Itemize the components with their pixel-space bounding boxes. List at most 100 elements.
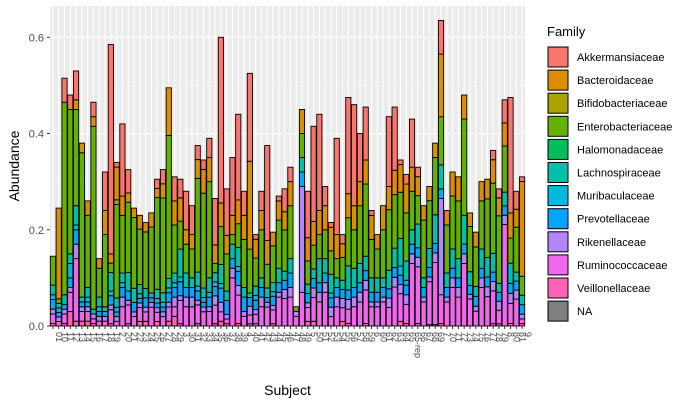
- bar-segment: [90, 308, 97, 315]
- bar-segment: [327, 292, 335, 299]
- bar-segment: [73, 205, 80, 226]
- bar-segment: [246, 314, 253, 325]
- bar-segment: [426, 200, 433, 249]
- bar-segment: [223, 290, 230, 301]
- bar-segment: [484, 198, 491, 258]
- bar-segment: [206, 306, 213, 313]
- bar-segment: [212, 244, 219, 264]
- bar-segment: [229, 258, 236, 269]
- bar-segment: [252, 257, 259, 287]
- y-tick-label: 0.6: [29, 32, 44, 44]
- bar-segment: [78, 142, 85, 154]
- bar-segment: [171, 287, 178, 298]
- bar-segment: [78, 301, 85, 308]
- bar-segment: [345, 217, 352, 267]
- bar-segment: [281, 279, 288, 290]
- bar-segment: [403, 260, 410, 281]
- bar-segment: [246, 160, 253, 250]
- bar-segment: [513, 208, 520, 228]
- bar-segment: [136, 284, 143, 295]
- legend-title: Family: [547, 24, 586, 39]
- bar-segment: [252, 299, 259, 311]
- x-tick-label: 73: [465, 332, 475, 342]
- bar-segment: [327, 306, 335, 318]
- bar-segment: [356, 291, 363, 303]
- bar-segment: [67, 109, 74, 255]
- bar-segment: [362, 279, 369, 291]
- bar-segment: [287, 166, 294, 183]
- bar-segment: [188, 287, 195, 298]
- bar-segment: [426, 247, 433, 268]
- bar-segment: [501, 224, 508, 327]
- bar-segment: [287, 287, 294, 298]
- bar-segment: [107, 272, 114, 292]
- bar-segment: [519, 304, 526, 315]
- bar-segment: [426, 276, 433, 283]
- x-tick-label: 71: [454, 332, 464, 342]
- bar-segment: [223, 188, 230, 236]
- bar-segment: [304, 302, 311, 308]
- legend-swatch: [547, 138, 569, 160]
- x-tick-label: 31: [193, 332, 203, 342]
- bar-segment: [183, 306, 190, 327]
- x-tick-label: 39: [239, 332, 249, 342]
- bar-segment: [206, 296, 213, 308]
- x-tick-label: 54: [338, 332, 348, 342]
- bar-segment: [113, 199, 120, 205]
- x-tick-label: 80: [512, 332, 522, 342]
- bar-segment: [258, 287, 265, 298]
- bar-segment: [408, 229, 416, 245]
- bar-segment: [304, 320, 311, 327]
- y-tick-label: 0.2: [29, 225, 44, 237]
- bar-segment: [420, 205, 427, 221]
- bar-segment: [380, 205, 387, 231]
- bar-segment: [322, 229, 329, 260]
- bar-segment: [443, 287, 450, 298]
- bar-segment: [403, 183, 410, 214]
- bar-segment: [90, 125, 97, 310]
- legend-label: Enterobacteriaceae: [577, 121, 672, 133]
- bar-segment: [339, 298, 346, 309]
- x-tick-label: 52: [326, 332, 336, 342]
- bar-segment: [449, 195, 456, 250]
- x-tick-label: 65: [407, 332, 417, 342]
- bar-segment: [67, 311, 74, 327]
- bar-segment: [322, 291, 329, 327]
- bar-segment: [212, 304, 219, 325]
- legend-swatch: [547, 69, 569, 91]
- bar-segment: [345, 193, 352, 219]
- bar-segment: [78, 152, 85, 298]
- bar-segment: [177, 295, 184, 301]
- bar-segment: [67, 291, 74, 313]
- bar-segment: [107, 290, 114, 297]
- bar-segment: [165, 301, 172, 308]
- bar-segment: [159, 311, 167, 317]
- bar-segment: [275, 195, 282, 202]
- bar-segment: [107, 253, 114, 264]
- x-tick-label: 28: [170, 332, 180, 342]
- bar-segment: [183, 272, 190, 288]
- x-tick-label: 20: [123, 332, 133, 342]
- bar-segment: [130, 217, 138, 289]
- bar-segment: [217, 287, 224, 303]
- bar-segment: [101, 306, 109, 313]
- legend-swatch: [547, 254, 569, 276]
- bar-segment: [298, 291, 306, 327]
- bar-segment: [130, 311, 138, 318]
- bar-segment: [478, 181, 485, 202]
- x-tick-label: 74: [471, 332, 481, 342]
- bar-segment: [212, 262, 219, 274]
- bar-segment: [246, 292, 253, 298]
- bar-segment: [235, 199, 242, 225]
- bar-segment: [310, 297, 317, 322]
- x-tick-label: 5: [309, 332, 319, 337]
- x-tick-label: 22: [135, 332, 145, 342]
- bar-segment: [188, 296, 195, 308]
- bar-segment: [437, 19, 445, 55]
- bar-segment: [252, 295, 259, 301]
- bar-segment: [130, 207, 138, 218]
- bar-segment: [235, 270, 242, 287]
- bar-segment: [513, 289, 520, 300]
